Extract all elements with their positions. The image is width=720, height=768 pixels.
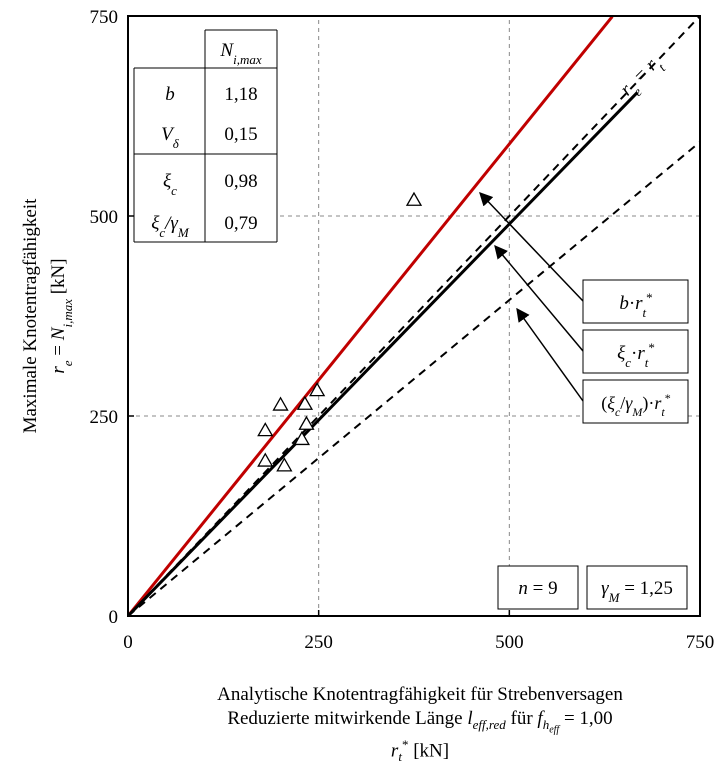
x-tick-label: 250: [304, 632, 333, 653]
x-tick-label: 0: [123, 632, 133, 653]
legend-b: b·rt*: [582, 279, 689, 324]
data-point: [276, 457, 293, 472]
svg-text:n = 9: n = 9: [518, 578, 557, 599]
grid-lines: [128, 16, 700, 616]
data-point: [405, 191, 423, 206]
data-point: [272, 396, 289, 411]
table-vdelta-value: 0,15: [224, 124, 257, 145]
table-b-value: 1,18: [224, 84, 257, 105]
arrow-xi: [494, 244, 584, 352]
x-axis-label-line2: Reduzierte mitwirkende Länge leff,red fü…: [227, 708, 613, 736]
stats-table: Ni,max b 1,18 Vδ 0,15 ξc 0,98 ξc/γM 0,79: [133, 23, 278, 243]
series-line: [128, 16, 614, 616]
gamma-box: γM = 1,25: [586, 565, 688, 610]
x-tick-label: 750: [686, 632, 715, 653]
arrow-b: [479, 192, 584, 302]
data-point: [298, 415, 315, 430]
legend-xi: ξc·rt*: [582, 329, 689, 374]
series-line: [128, 91, 639, 616]
svg-text:b: b: [165, 84, 175, 105]
table-xi-value: 0,98: [224, 171, 257, 192]
series-line: [128, 141, 700, 616]
series-lines: [128, 16, 700, 616]
x-tick-label: 500: [495, 632, 524, 653]
series-line: [128, 16, 700, 616]
data-point: [309, 382, 326, 397]
data-point: [293, 430, 311, 446]
data-point: [257, 452, 274, 467]
y-tick-label: 500: [90, 207, 119, 228]
y-axis-ticks: 0 250 500 750: [90, 7, 134, 628]
table-xi-gamma-value: 0,79: [224, 213, 257, 234]
svg-text:re = Ni,max [kN]: re = Ni,max [kN]: [48, 258, 75, 373]
x-axis-ticks: 0 250 500 750: [123, 610, 714, 653]
x-axis-label-line3: rt* [kN]: [390, 737, 450, 765]
data-points: [257, 191, 423, 472]
y-tick-label: 250: [90, 407, 119, 428]
x-axis-label-line1: Analytische Knotentragfähigkeit für Stre…: [217, 684, 623, 705]
data-point: [296, 395, 314, 410]
n-box: n = 9: [497, 565, 579, 610]
y-axis-label-line1: Maximale Knotentragfähigkeit: [20, 198, 41, 434]
data-point: [257, 422, 274, 437]
arrow-xi-gamma: [516, 307, 584, 402]
y-axis-label: Maximale Knotentragfähigkeit re = Ni,max…: [20, 198, 75, 434]
y-tick-label: 0: [109, 607, 119, 628]
y-tick-label: 750: [90, 7, 119, 28]
legend-xi-gamma: (ξc/γM)·rt*: [582, 379, 689, 424]
plot-frame: [127, 15, 701, 617]
